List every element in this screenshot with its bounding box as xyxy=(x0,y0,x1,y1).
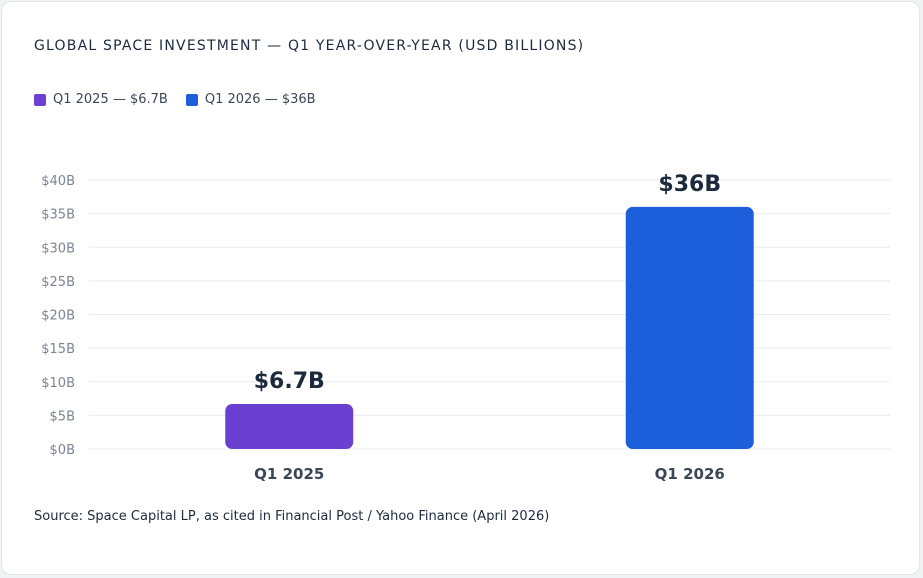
legend-label-q1-2026: Q1 2026 — $36B xyxy=(204,92,316,107)
y-tick-label: $10B xyxy=(41,376,75,391)
chart-title: GLOBAL SPACE INVESTMENT — Q1 YEAR-OVER-Y… xyxy=(34,38,585,54)
legend-label-q1-2025: Q1 2025 — $6.7B xyxy=(53,92,168,107)
y-tick-label: $25B xyxy=(41,275,75,290)
x-tick-label: Q1 2025 xyxy=(254,465,324,483)
data-label: $36B xyxy=(658,172,721,197)
y-tick-label: $15B xyxy=(41,342,75,357)
x-tick-label: Q1 2026 xyxy=(655,465,725,483)
y-tick-label: $0B xyxy=(50,443,75,458)
legend-item-q1-2025: Q1 2025 — $6.7B xyxy=(34,92,168,107)
y-tick-label: $5B xyxy=(50,409,75,424)
data-label: $6.7B xyxy=(254,369,325,394)
bar-q1-2025 xyxy=(225,403,354,449)
y-tick-label: $35B xyxy=(41,208,75,223)
legend-swatch-q1-2026 xyxy=(185,93,198,106)
legend: Q1 2025 — $6.7B Q1 2026 — $36B xyxy=(34,92,334,107)
y-tick-label: $40B xyxy=(41,174,75,189)
y-tick-label: $30B xyxy=(41,241,75,256)
legend-item-q1-2026: Q1 2026 — $36B xyxy=(185,92,316,107)
y-tick-label: $20B xyxy=(41,309,75,324)
legend-swatch-q1-2025 xyxy=(34,93,46,106)
source-note: Source: Space Capital LP, as cited in Fi… xyxy=(34,509,550,524)
bar-q1-2026 xyxy=(625,206,754,449)
